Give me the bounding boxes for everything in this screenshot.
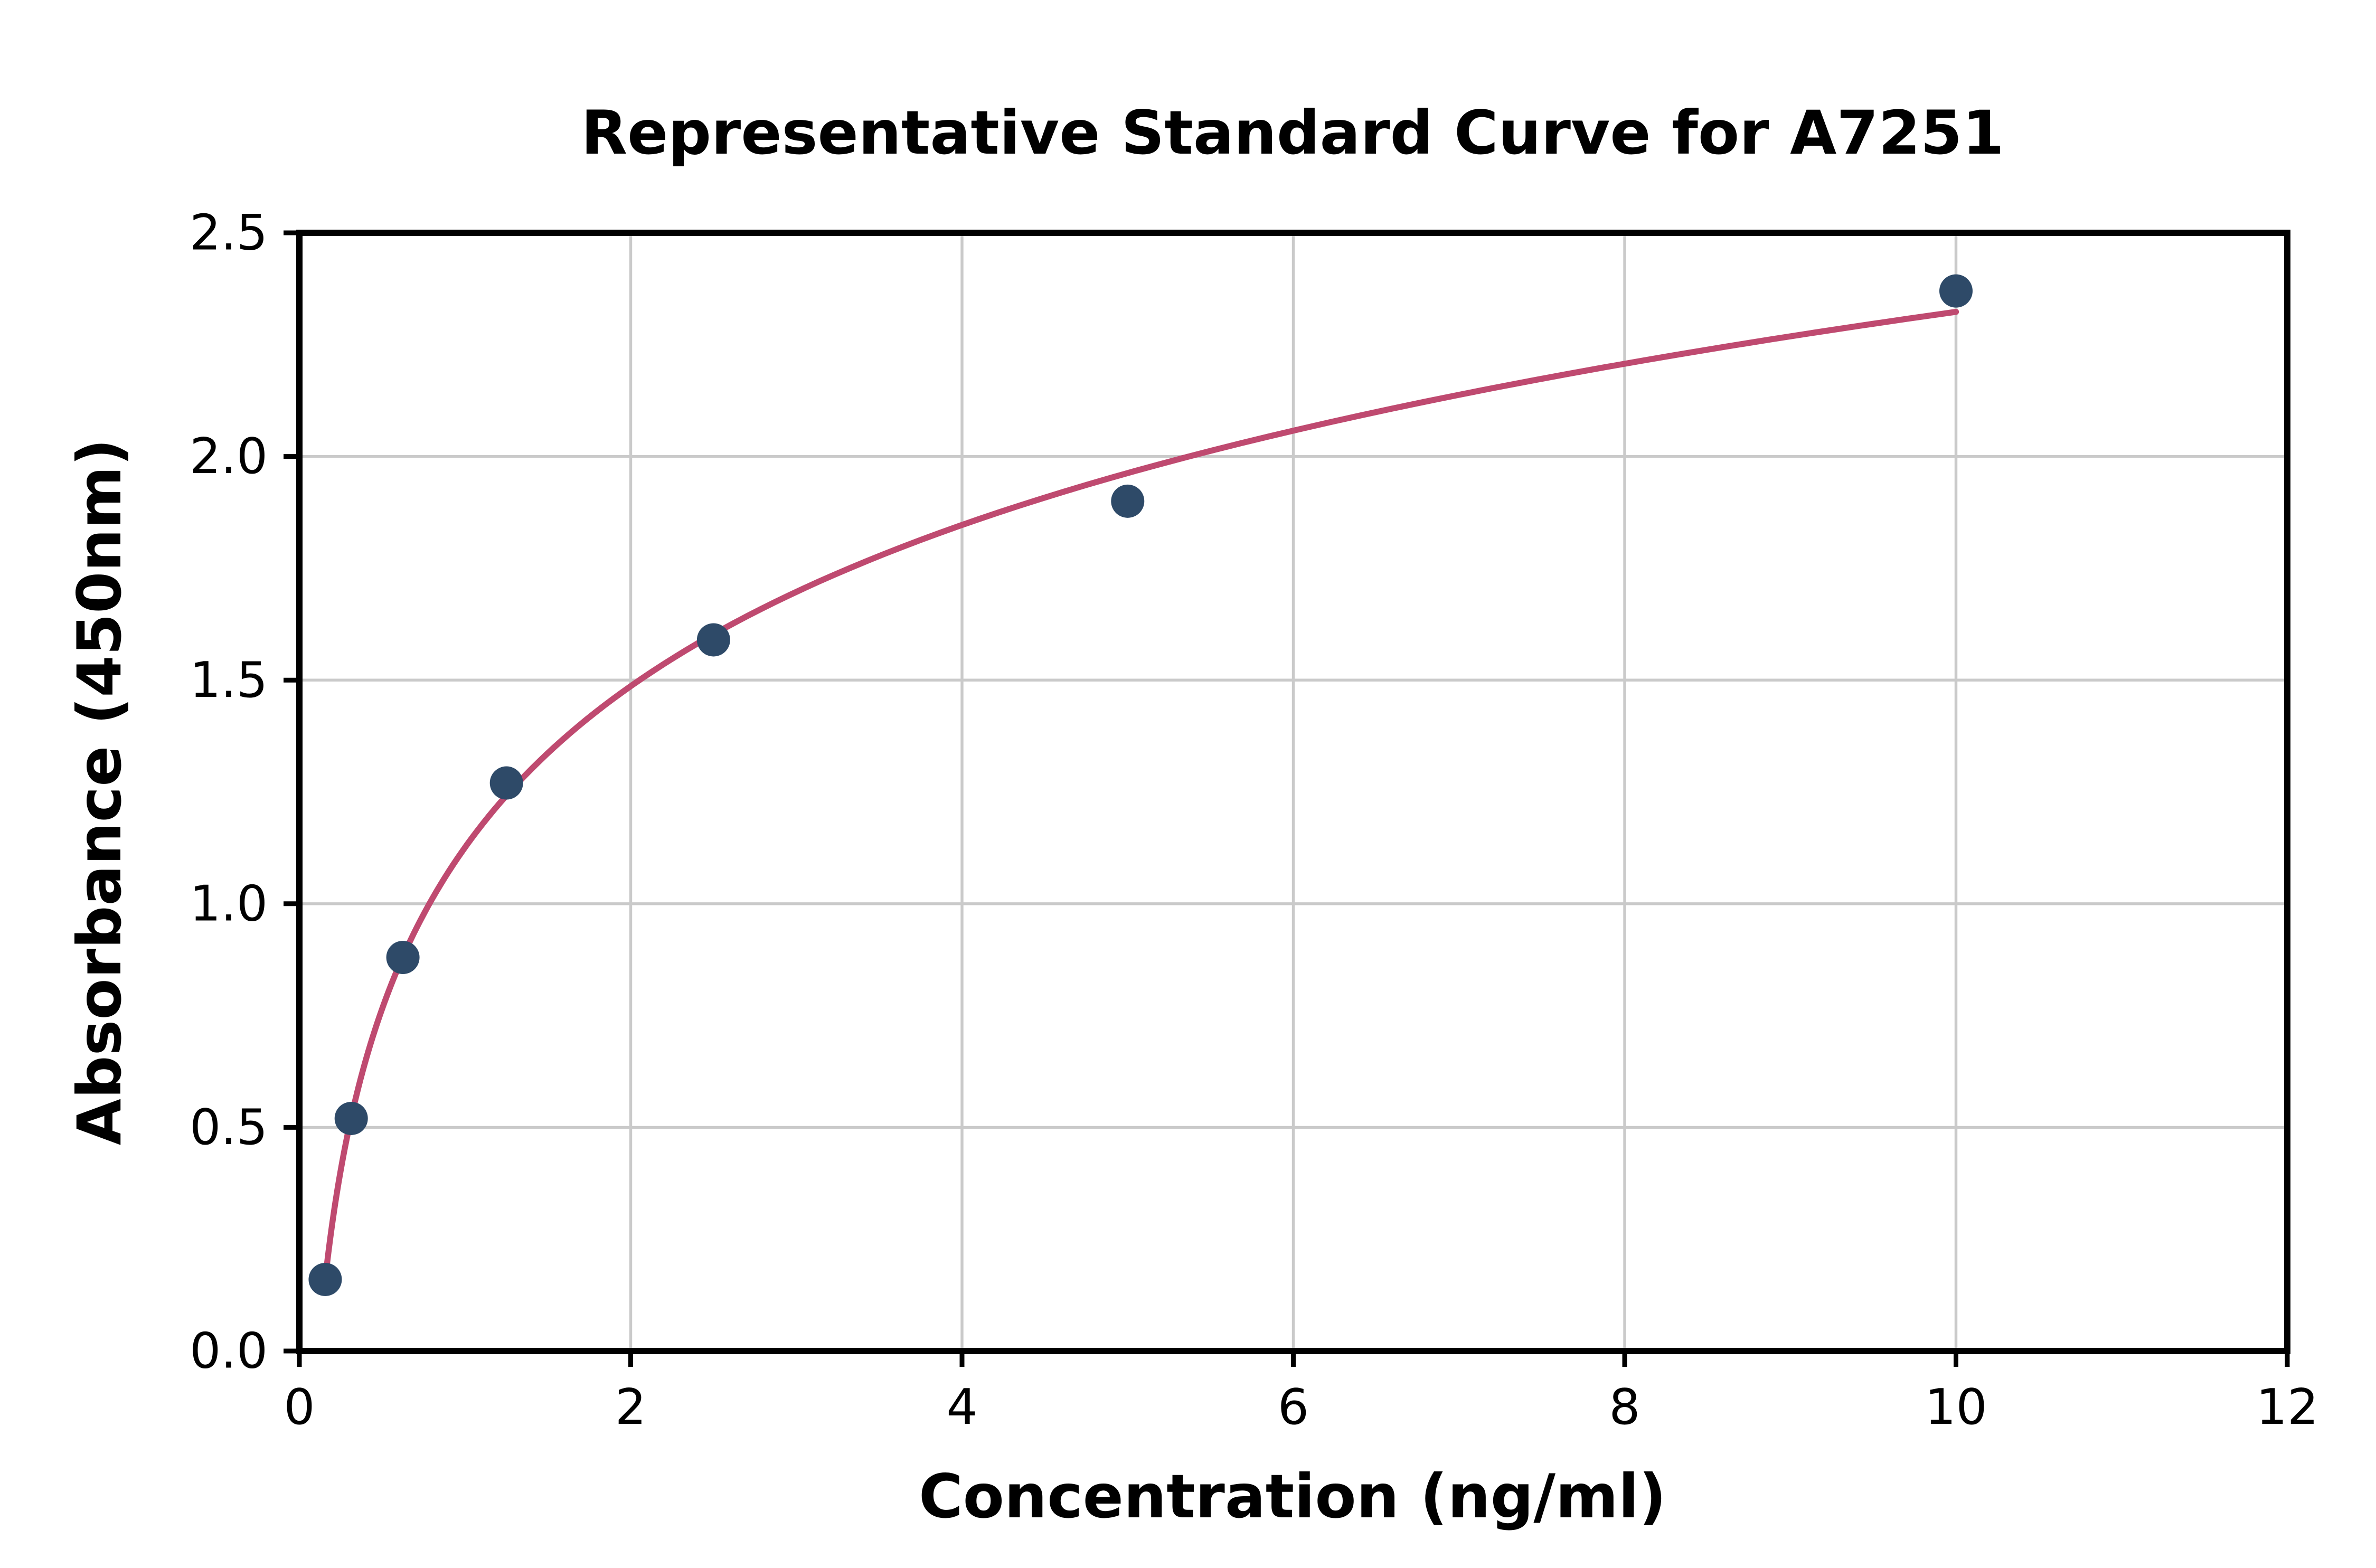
axes: [284, 230, 2290, 1367]
y-tick-label: 1.5: [190, 651, 268, 709]
x-tick-label: 2: [615, 1378, 646, 1435]
y-tick-label: 2.5: [190, 204, 268, 261]
data-point: [489, 766, 523, 800]
data-point: [334, 1101, 368, 1135]
gridlines: [298, 231, 2289, 1353]
chart-title: Representative Standard Curve for A7251: [581, 98, 2004, 168]
y-axis-label: Absorbance (450nm): [64, 439, 135, 1146]
x-tick-label: 4: [946, 1378, 977, 1435]
tick-labels: 0 2 4 6 8 10 12 0.0 0.5 1.0 1.5 2.0 2.5: [190, 204, 2318, 1435]
x-tick-label: 10: [1925, 1378, 1987, 1435]
data-point: [308, 1262, 342, 1296]
data-point: [386, 940, 420, 974]
x-tick-label: 12: [2256, 1378, 2318, 1435]
y-tick-label: 1.0: [190, 875, 268, 932]
x-axis-label: Concentration (ng/ml): [919, 1461, 1666, 1532]
y-tick-label: 0.5: [190, 1099, 268, 1156]
y-tick-label: 0.0: [190, 1323, 268, 1380]
x-tick-label: 6: [1278, 1378, 1309, 1435]
data-point: [1111, 484, 1145, 518]
data-point: [696, 623, 730, 657]
data-point: [1939, 274, 1973, 308]
y-tick-label: 2.0: [190, 428, 268, 485]
x-tick-label: 8: [1609, 1378, 1640, 1435]
x-tick-label: 0: [284, 1378, 315, 1435]
plot-data: [308, 274, 1973, 1296]
